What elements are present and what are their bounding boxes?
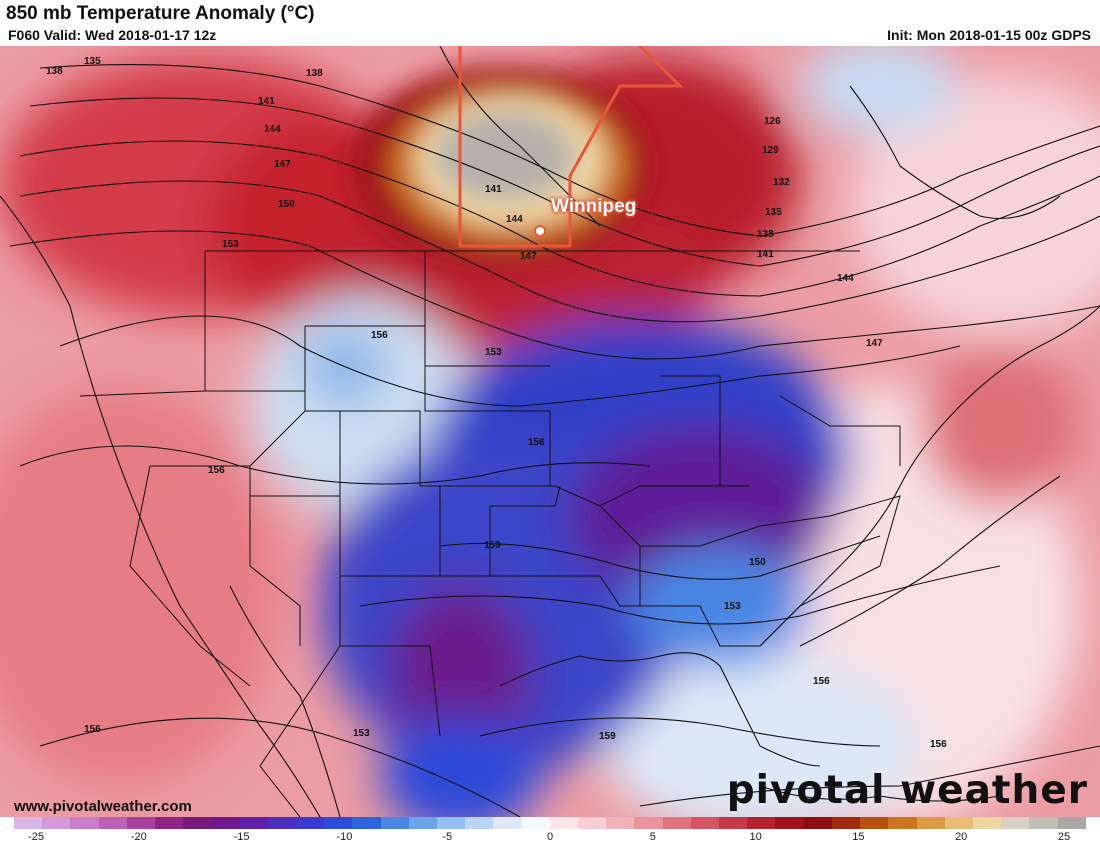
contour-label: 144 [506, 214, 523, 225]
boundaries [79, 250, 901, 817]
contour-label: 138 [306, 68, 323, 79]
contour-label: 156 [930, 739, 947, 750]
colorbar-swatch [606, 817, 635, 829]
colorbar-ticks: -25 -20 -15 -10 -5 0 5 10 15 20 25 [0, 831, 1100, 849]
colorbar-swatch [831, 817, 861, 829]
colorbar-swatch [98, 817, 127, 829]
contour-label: 156 [84, 724, 101, 735]
manitoba-outline [458, 46, 684, 248]
colorbar-swatch [352, 817, 381, 829]
colorbar-swatch [465, 817, 494, 829]
contour-label: 147 [274, 159, 291, 170]
colorbar-swatch [211, 817, 240, 829]
colorbar-swatch [493, 817, 522, 829]
contour-label: 153 [353, 728, 370, 739]
colorbar-tick-label: -15 [233, 831, 250, 843]
colorbar-swatch [803, 817, 832, 829]
website-url: www.pivotalweather.com [14, 798, 192, 815]
contour-label: 141 [757, 249, 774, 260]
colorbar-swatch [324, 817, 353, 829]
colorbar-swatch [70, 817, 99, 829]
colorbar-swatch [747, 817, 776, 829]
contour-label: 135 [84, 56, 101, 67]
colorbar-tick-label: -25 [28, 831, 44, 843]
colorbar-swatch [296, 817, 325, 829]
colorbar-swatch [944, 817, 973, 829]
colorbar-swatch [267, 817, 297, 829]
colorbar-swatch [775, 817, 804, 829]
contour-label: 141 [485, 184, 502, 195]
contour-label: 156 [813, 676, 830, 687]
contour-label: 138 [757, 229, 774, 240]
colorbar-tick-label: -10 [336, 831, 353, 843]
colorbar-swatch [916, 817, 945, 829]
contour-label: 147 [520, 251, 537, 262]
colorbar-swatch [183, 817, 212, 829]
colorbar-tick-label: 0 [546, 831, 554, 843]
colorbar-swatch [662, 817, 691, 829]
colorbar-swatch [155, 817, 184, 829]
contour-label: 138 [46, 66, 63, 77]
colorbar-swatch [1001, 817, 1030, 829]
city-label-winnipeg: Winnipeg [551, 196, 637, 217]
colorbar-swatch [1029, 817, 1058, 829]
colorbar-swatch [1057, 817, 1086, 829]
brand-logo: pivotal weather [726, 768, 1088, 813]
colorbar-swatch [437, 817, 466, 829]
init-time: Init: Mon 2018-01-15 00z GDPS [887, 27, 1091, 43]
contour-label: 132 [773, 177, 790, 188]
colorbar-swatch [860, 817, 889, 829]
contour-label: 159 [484, 540, 501, 551]
contour-label: 141 [258, 96, 275, 107]
contour-label: 144 [264, 124, 281, 135]
contour-label: 126 [764, 116, 781, 127]
contour-label: 153 [222, 239, 239, 250]
anomaly-map: Winnipeg 135 138 138 141 144 147 150 153… [0, 46, 1100, 817]
colorbar-swatch [690, 817, 720, 829]
colorbar-swatch [239, 817, 268, 829]
coastlines [0, 46, 1100, 817]
colorbar-swatch [380, 817, 409, 829]
colorbar-tick-label: 25 [1057, 831, 1071, 843]
height-contours [9, 64, 1100, 817]
contour-label: 150 [278, 199, 295, 210]
colorbar-swatch [634, 817, 663, 829]
colorbar-swatch [888, 817, 917, 829]
colorbar-tick-label: 20 [955, 831, 968, 843]
contour-label: 156 [208, 465, 225, 476]
colorbar-swatch [972, 817, 1002, 829]
colorbar-tick-label: 10 [749, 831, 762, 843]
colorbar-swatch [578, 817, 607, 829]
colorbar-swatch [521, 817, 550, 829]
contour-label: 135 [765, 207, 782, 218]
map-canvas [0, 46, 1100, 817]
arctic-warm-core [350, 66, 650, 266]
contour-label: 129 [762, 145, 779, 156]
colorbar-tick-label: -20 [130, 831, 147, 843]
colorbar-swatch [408, 817, 438, 829]
header: 850 mb Temperature Anomaly (°C) F060 Val… [0, 0, 1100, 46]
valid-time: F060 Valid: Wed 2018-01-17 12z [8, 27, 217, 43]
contour-label: 159 [599, 731, 616, 742]
contour-label: 150 [749, 557, 766, 568]
colorbar-swatch [42, 817, 71, 829]
colorbar-swatch [549, 817, 579, 829]
colorbar-swatch [719, 817, 748, 829]
contour-label: 156 [528, 437, 545, 448]
contour-label: 153 [724, 601, 741, 612]
colorbar-tick-label: -5 [442, 831, 453, 843]
colorbar [14, 817, 1086, 829]
colorbar-swatch [14, 817, 43, 829]
contour-label: 147 [866, 338, 883, 349]
contour-label: 144 [837, 273, 854, 284]
map-title: 850 mb Temperature Anomaly (°C) [6, 3, 315, 24]
colorbar-swatch [126, 817, 156, 829]
colorbar-tick-label: 5 [649, 831, 656, 843]
colorbar-tick-label: 15 [852, 831, 865, 843]
contour-label: 156 [371, 330, 388, 341]
contour-label: 153 [485, 347, 502, 358]
winnipeg-marker [534, 225, 546, 237]
